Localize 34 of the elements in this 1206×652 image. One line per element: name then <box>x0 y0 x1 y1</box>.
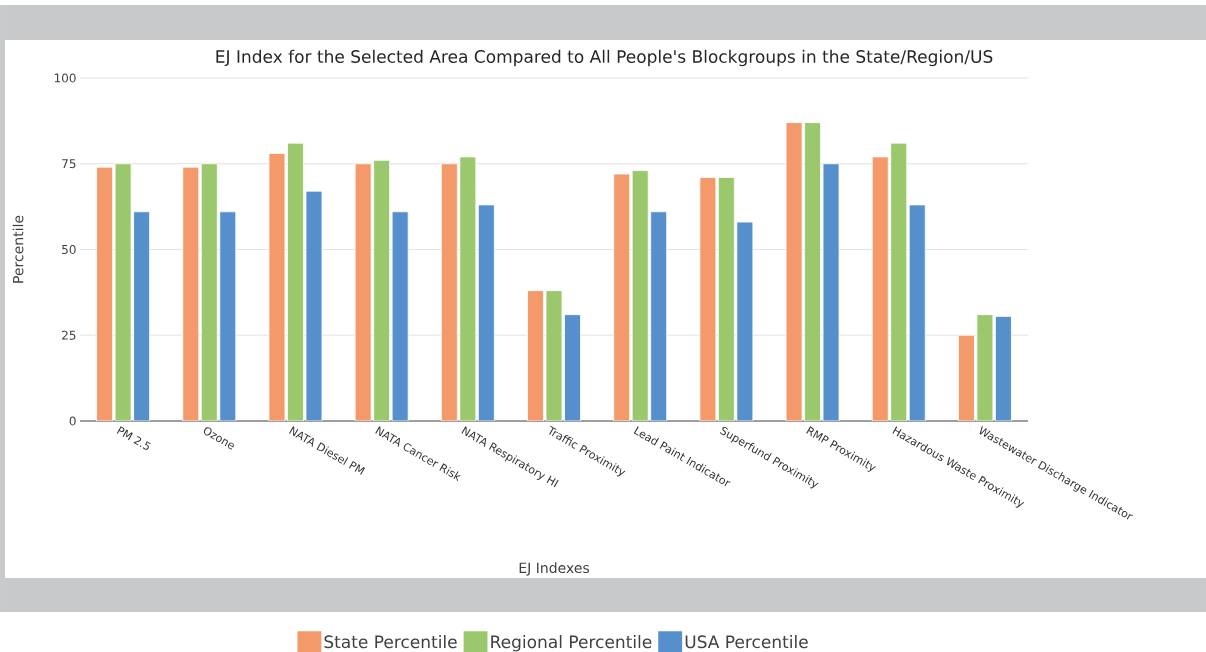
bar <box>219 211 237 421</box>
bar <box>200 163 218 421</box>
bar <box>995 315 1012 421</box>
bar <box>650 211 668 421</box>
chart-title: EJ Index for the Selected Area Compared to All People's Blockgroups in the State/Region/US <box>216 49 993 67</box>
bar <box>613 173 631 421</box>
bar <box>440 163 458 421</box>
bar <box>373 159 391 421</box>
bar <box>804 122 821 421</box>
y-tick-label: 50 <box>62 244 76 255</box>
bar <box>527 290 544 421</box>
bar <box>133 211 150 421</box>
bar <box>182 166 200 421</box>
y-tick-label: 0 <box>69 416 76 426</box>
bar <box>564 314 581 421</box>
bar <box>459 156 477 421</box>
bar <box>477 204 495 421</box>
y-tick-label: 100 <box>54 73 76 83</box>
y-axis-title: Percentile <box>12 215 24 283</box>
bar <box>287 142 304 421</box>
bar <box>717 177 735 421</box>
y-tick-label: 25 <box>62 330 76 340</box>
bar <box>871 156 889 421</box>
x-tick-label: PM 2.5 <box>116 426 151 450</box>
y-tick-label: 75 <box>62 159 76 169</box>
bar <box>890 142 908 421</box>
legend-label: Regional Percentile <box>491 635 652 652</box>
bar <box>96 166 113 421</box>
bar <box>631 170 649 421</box>
bar <box>958 334 975 421</box>
legend-label: USA Percentile <box>685 635 808 649</box>
legend-label: State Percentile <box>324 635 457 649</box>
x-axis-title: EJ Indexes <box>519 562 590 576</box>
bar <box>908 204 926 421</box>
